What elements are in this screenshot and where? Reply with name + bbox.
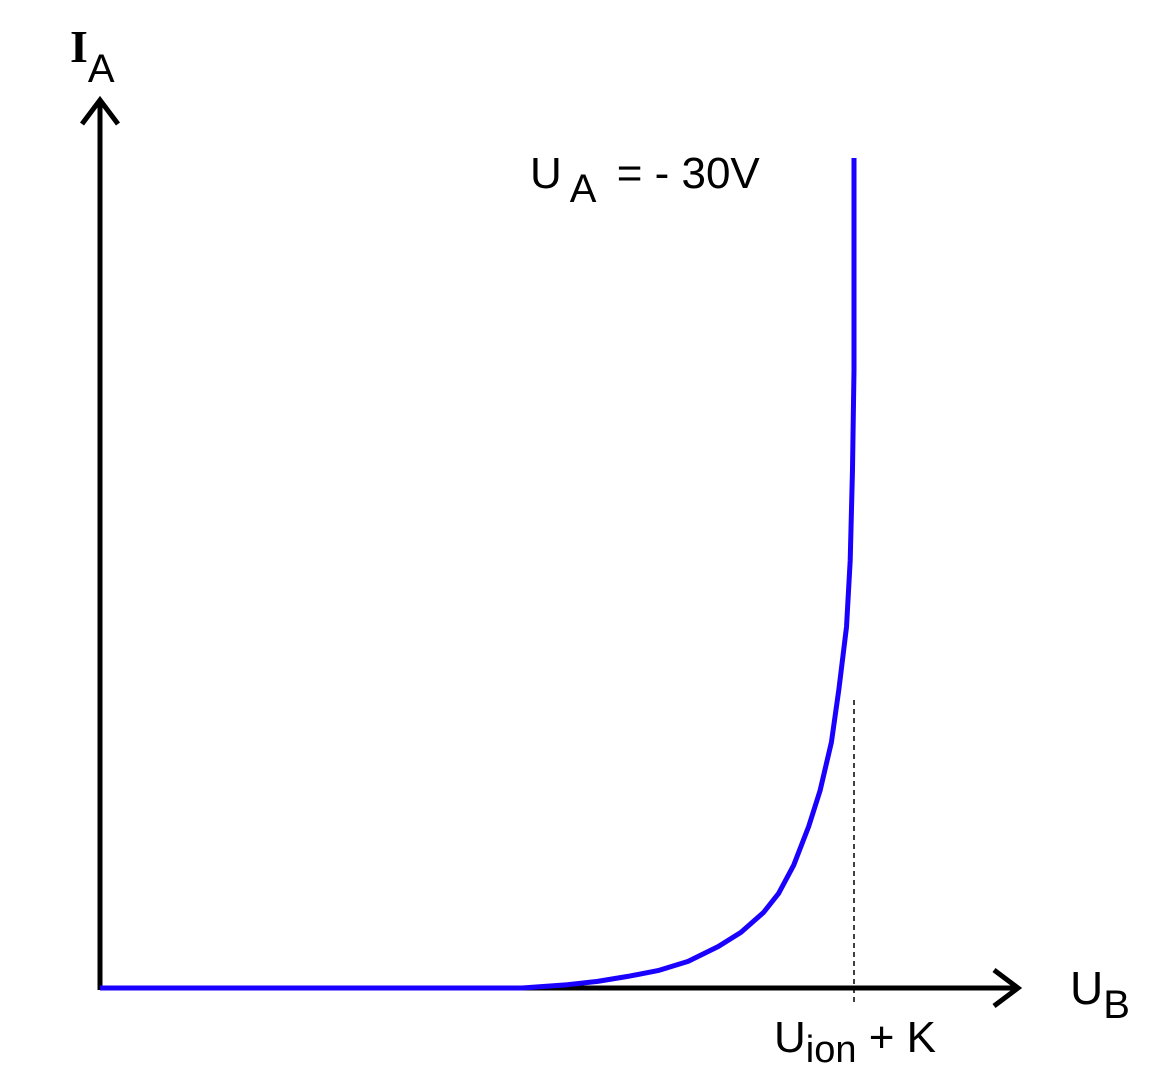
x-axis-label-sub: B bbox=[1103, 983, 1130, 1027]
y-axis-label: IA bbox=[70, 21, 115, 91]
x-axis-arrowhead bbox=[992, 968, 1023, 1008]
ionization-marker-label-sub: ion bbox=[806, 1029, 857, 1071]
y-axis-arrowhead bbox=[80, 95, 120, 126]
ionization-marker-label-main: U bbox=[774, 1013, 806, 1062]
series-label-rest: = - 30V bbox=[604, 149, 760, 198]
ionization-marker-label-rest: + K bbox=[857, 1013, 937, 1062]
series-label-main: U bbox=[530, 149, 562, 198]
x-axis-label: UB bbox=[1070, 962, 1130, 1027]
y-axis-label-main: I bbox=[70, 21, 88, 72]
x-axis-label-main: U bbox=[1070, 962, 1103, 1014]
series-label-sub: A bbox=[570, 167, 597, 211]
ionization-marker-label: Uion + K bbox=[774, 1013, 936, 1071]
series-line-ua-minus-30v bbox=[100, 158, 857, 991]
y-axis-label-sub: A bbox=[88, 47, 115, 91]
